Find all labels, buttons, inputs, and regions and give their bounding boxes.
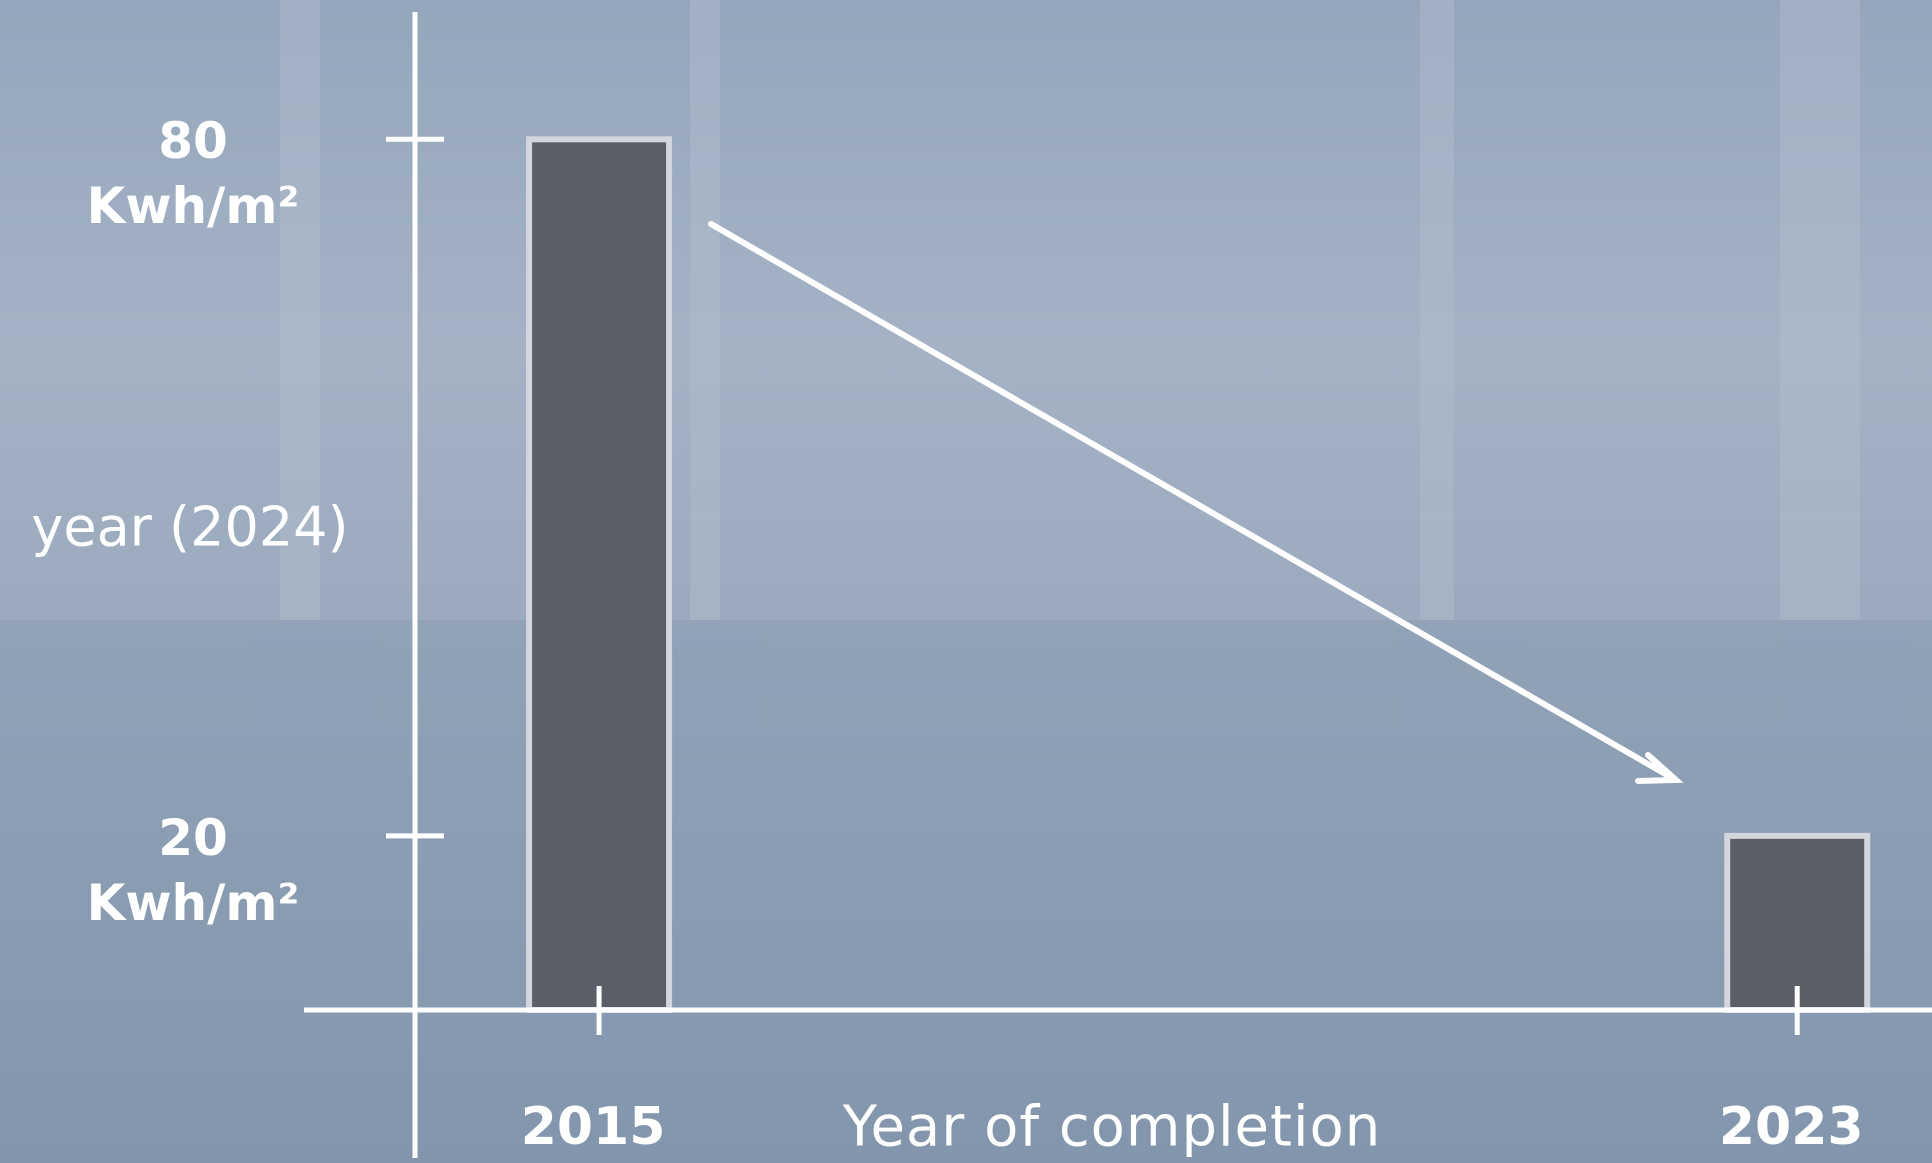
annotation: year (2024) bbox=[31, 495, 349, 559]
x-tick-label: 2015 bbox=[520, 1097, 666, 1157]
y-tick-label: 20 Kwh/m² bbox=[86, 808, 300, 932]
x-axis-label: Year of completion bbox=[842, 1094, 1382, 1160]
x-tick-label: 2023 bbox=[1718, 1097, 1864, 1157]
bar bbox=[1724, 832, 1871, 1013]
trend-arrow bbox=[708, 221, 1684, 784]
y-tick-label: 80 Kwh/m² bbox=[86, 112, 300, 236]
bar bbox=[526, 136, 673, 1013]
